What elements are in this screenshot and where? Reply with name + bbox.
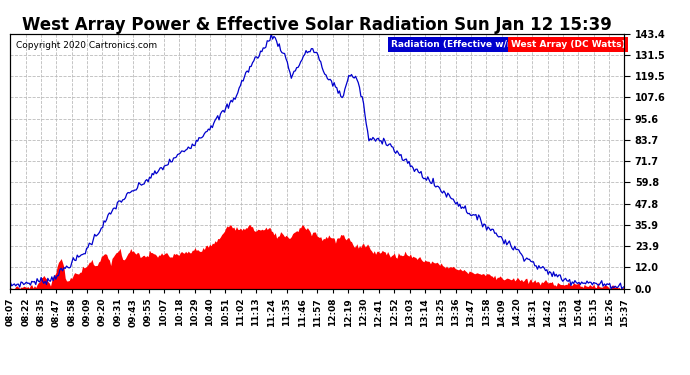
Text: Radiation (Effective w/m2): Radiation (Effective w/m2)	[391, 40, 526, 49]
Text: West Array (DC Watts): West Array (DC Watts)	[511, 40, 625, 49]
Text: Copyright 2020 Cartronics.com: Copyright 2020 Cartronics.com	[17, 41, 157, 50]
Title: West Array Power & Effective Solar Radiation Sun Jan 12 15:39: West Array Power & Effective Solar Radia…	[23, 16, 612, 34]
